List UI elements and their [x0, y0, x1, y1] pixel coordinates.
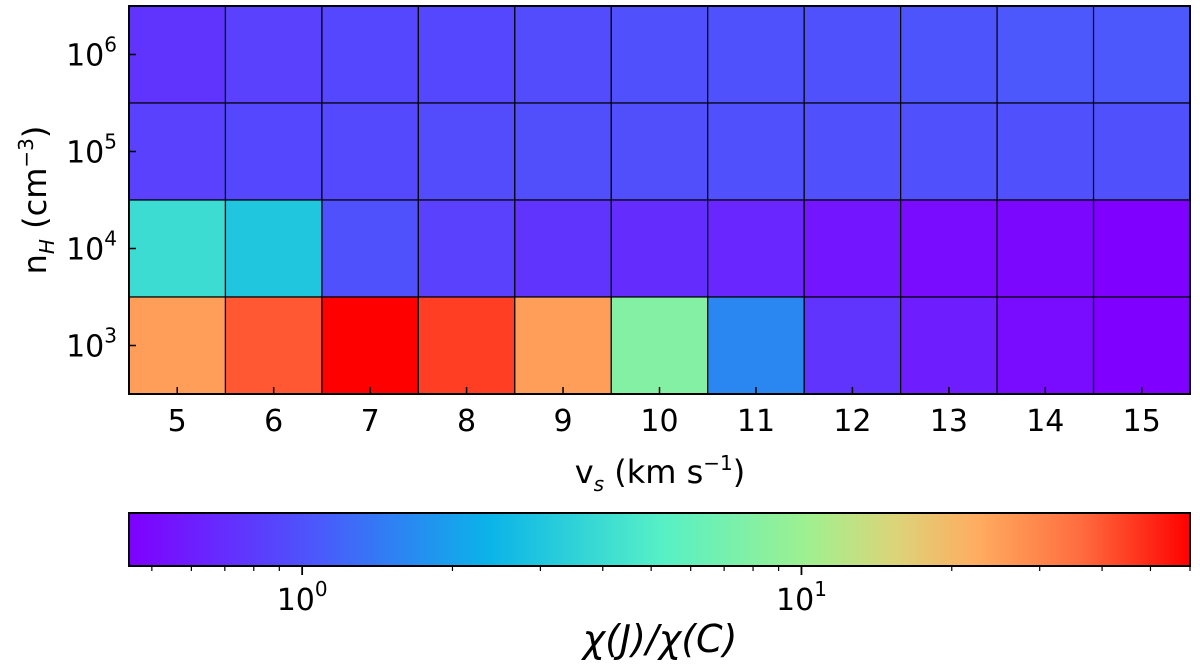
- x-tick-label: 11: [737, 404, 775, 439]
- heatmap-cell: [224, 102, 323, 201]
- heatmap-cell: [900, 296, 998, 395]
- heatmap-cell: [417, 102, 516, 201]
- x-axis-title-close: ): [733, 453, 745, 491]
- heatmap-cell: [610, 5, 709, 104]
- heatmap-cell: [707, 296, 805, 395]
- heatmap-cell: [996, 199, 1095, 298]
- colorbar-ticks: 100 101: [151, 566, 1191, 618]
- heatmap-cell: [224, 296, 323, 395]
- heatmap-cell: [417, 199, 516, 298]
- x-tick-label: 6: [264, 404, 283, 439]
- heatmap-cell: [996, 5, 1095, 104]
- heatmap-cell: [128, 102, 227, 201]
- x-tick-label: 7: [361, 404, 380, 439]
- heatmap-cell: [803, 199, 902, 298]
- heatmap-cell: [514, 5, 612, 104]
- x-tick-label: 5: [168, 404, 187, 439]
- heatmap-cell: [128, 199, 227, 298]
- heatmap-cell: [1092, 5, 1191, 104]
- y-tick-label: 103: [66, 324, 117, 365]
- x-tick-label: 15: [1123, 404, 1161, 439]
- y-axis-title-sub: H: [35, 239, 59, 254]
- x-tick-label: 9: [553, 404, 572, 439]
- heatmap-cell: [224, 5, 323, 104]
- heatmap-cell: [128, 296, 227, 395]
- x-axis-title-main: v: [575, 453, 594, 491]
- heatmap-cell: [321, 102, 419, 201]
- heatmap-cell: [610, 296, 709, 395]
- x-tick-label: 13: [930, 404, 968, 439]
- heatmap-cells: [128, 5, 1191, 395]
- x-axis-title: vs (km s−1): [575, 451, 746, 496]
- x-tick-label: 8: [457, 404, 476, 439]
- x-axis-title-sup: −1: [703, 451, 732, 475]
- y-tick-label: 105: [66, 130, 117, 171]
- x-tick-label: 14: [1026, 404, 1064, 439]
- heatmap-cell: [900, 5, 998, 104]
- heatmap-cell: [707, 102, 805, 201]
- y-axis-title: nH (cm−3): [14, 126, 59, 275]
- heatmap-cell: [417, 5, 516, 104]
- heatmap-cell: [128, 5, 227, 104]
- heatmap-cell: [514, 199, 612, 298]
- heatmap-cell: [1092, 296, 1191, 395]
- y-axis-title-sup: −3: [14, 138, 38, 167]
- heatmap-cell: [224, 199, 323, 298]
- x-axis-title-sub: s: [594, 472, 604, 496]
- heatmap-cell: [803, 102, 902, 201]
- x-tick-label: 10: [640, 404, 678, 439]
- heatmap-cell: [1092, 199, 1191, 298]
- y-axis-title-rest: (cm: [16, 168, 54, 239]
- y-axis-title-close: ): [16, 126, 54, 138]
- heatmap-cell: [610, 102, 709, 201]
- heatmap-cell: [610, 199, 709, 298]
- y-tick-label: 104: [66, 227, 117, 268]
- heatmap-cell: [321, 199, 419, 298]
- y-tick-label: 106: [66, 33, 117, 74]
- heatmap-cell: [803, 5, 902, 104]
- heatmap-cell: [514, 102, 612, 201]
- heatmap-cell: [514, 296, 612, 395]
- colorbar-tick-label: 100: [277, 577, 328, 618]
- colorbar-tick-label: 101: [776, 577, 827, 618]
- heatmap-cell: [417, 296, 516, 395]
- x-axis-ticks: 5 6 7 8 9 10 11 12 13 14 15: [168, 387, 1161, 439]
- y-axis-title-main: n: [16, 254, 54, 274]
- heatmap-cell: [1092, 102, 1191, 201]
- colorbar: [128, 512, 1191, 567]
- heatmap-cell: [707, 5, 805, 104]
- heatmap-cell: [900, 102, 998, 201]
- heatmap-cell: [996, 296, 1095, 395]
- heatmap-cell: [996, 102, 1095, 201]
- heatmap-cell: [321, 296, 419, 395]
- colorbar-label: χ(J)/χ(C): [581, 617, 738, 661]
- heatmap-cell: [803, 296, 902, 395]
- heatmap-cell: [321, 5, 419, 104]
- y-axis-ticks: 106 105 104 103: [66, 33, 136, 365]
- x-axis-title-rest: (km s: [604, 453, 703, 491]
- x-tick-label: 12: [833, 404, 871, 439]
- heatmap-cell: [900, 199, 998, 298]
- heatmap-cell: [707, 199, 805, 298]
